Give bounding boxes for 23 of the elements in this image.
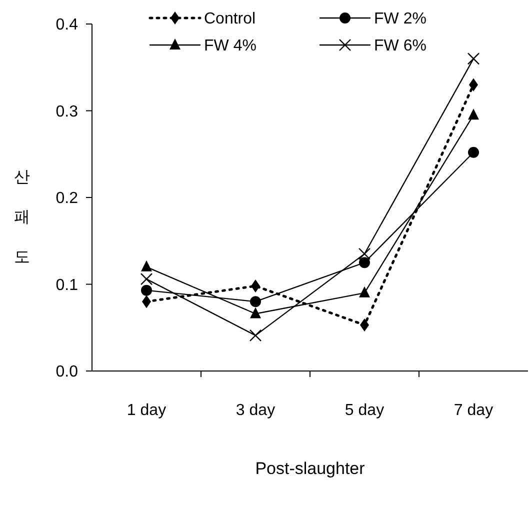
point xyxy=(359,286,370,298)
point xyxy=(468,146,479,158)
y-tick-label: 0.4 xyxy=(56,16,78,34)
x-tick-label: 5 day xyxy=(344,402,384,419)
x-axis-title: Post-slaughter xyxy=(255,459,366,478)
point xyxy=(359,257,370,268)
legend-label: FW 2% xyxy=(374,10,426,28)
x-tick-label: 3 day xyxy=(236,402,276,419)
point xyxy=(141,284,152,296)
y-tick-label: 0.2 xyxy=(56,190,78,208)
x-tick-label: 1 day xyxy=(126,402,166,419)
y-tick-label: 0.3 xyxy=(56,103,78,120)
legend-label: FW 6% xyxy=(374,38,426,55)
y-tick-label: 0.1 xyxy=(56,276,78,294)
point xyxy=(468,108,479,120)
point xyxy=(141,260,152,272)
text: 산패도 xyxy=(14,169,30,266)
y-tick-label: 0.0 xyxy=(56,364,78,381)
legend-label: FW 4% xyxy=(204,38,256,55)
point xyxy=(250,307,261,318)
x-tick-label: 7 day xyxy=(454,402,494,419)
legend-label: Control xyxy=(204,10,256,28)
point xyxy=(250,296,261,308)
